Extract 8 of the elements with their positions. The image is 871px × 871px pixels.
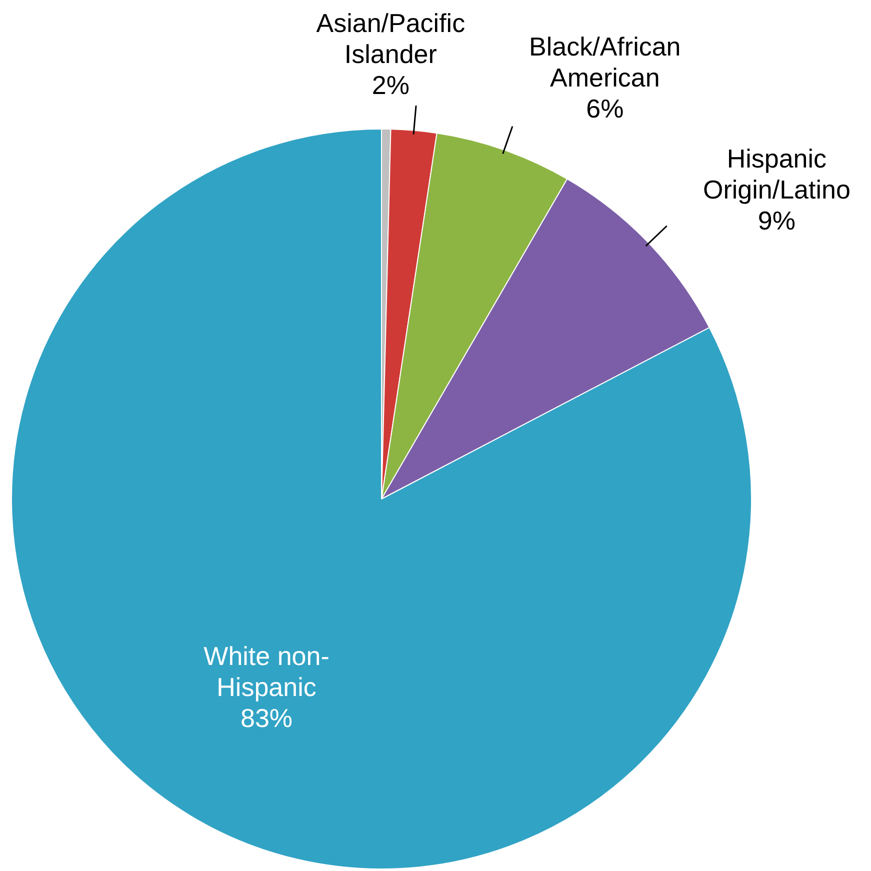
- slice-label: Black/African American: [529, 31, 681, 92]
- data-label: 83%: [240, 703, 293, 734]
- data-label: 2%: [372, 70, 410, 100]
- data-label: 6%: [586, 93, 624, 124]
- data-label: 9%: [758, 205, 796, 236]
- slice-label: Hispanic Origin/Latino: [702, 143, 850, 204]
- slice-label: Asian/Pacific Islander: [316, 8, 466, 69]
- slice-label: White non-Hispanic: [204, 641, 330, 702]
